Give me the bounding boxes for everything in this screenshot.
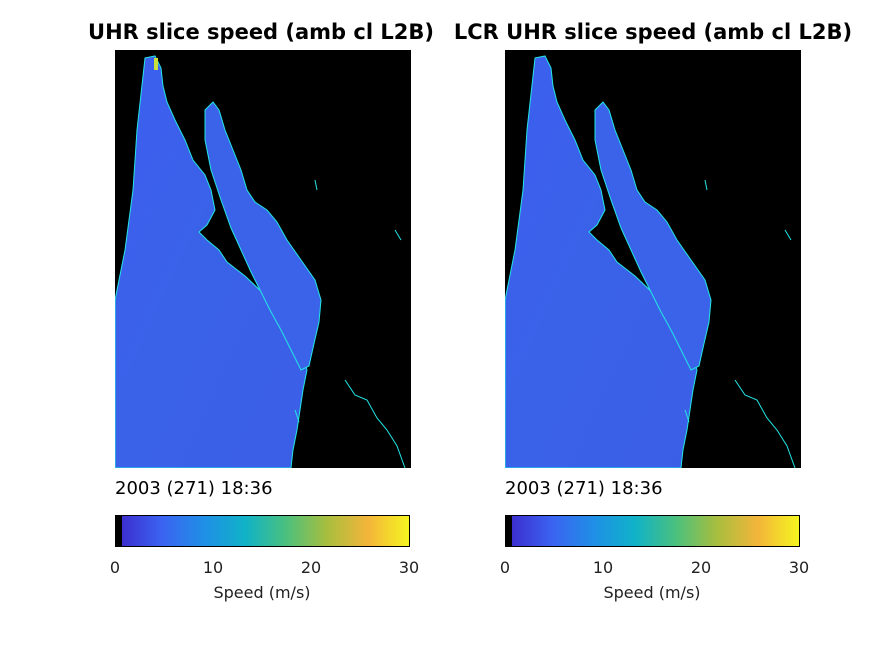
right-panel: LCR UHR slice speed (amb cl L2B) 2003 (2…: [454, 20, 852, 602]
right-cbar-tick-1: 10: [592, 558, 614, 577]
right-cbar-tick-0: 0: [499, 558, 511, 577]
gulf-strip: [204, 101, 322, 371]
ocean-swath: [115, 55, 308, 468]
right-cbar-tick-3: 30: [788, 558, 810, 577]
right-panel-title: LCR UHR slice speed (amb cl L2B): [453, 20, 853, 44]
left-speed-image: [115, 55, 406, 468]
right-speed-map: [505, 50, 801, 468]
left-cbar-tick-3: 30: [398, 558, 420, 577]
left-cbar-label: Speed (m/s): [213, 583, 311, 602]
left-cbar-tick-1: 10: [202, 558, 224, 577]
ocean-swath: [505, 55, 698, 468]
left-panel-title: UHR slice speed (amb cl L2B): [88, 20, 434, 44]
right-date-label: 2003 (271) 18:36: [505, 478, 663, 499]
high-speed-spot: [154, 58, 158, 70]
left-speed-map: [115, 50, 411, 468]
left-colorbar: [115, 515, 410, 547]
coastline: [294, 179, 406, 468]
left-cbar-tick-2: 20: [300, 558, 322, 577]
right-cbar-label: Speed (m/s): [603, 583, 701, 602]
gulf-strip: [594, 101, 712, 371]
left-cbar-tick-0: 0: [109, 558, 121, 577]
left-date-label: 2003 (271) 18:36: [115, 478, 273, 499]
coastline: [684, 179, 796, 468]
right-cbar-tick-2: 20: [690, 558, 712, 577]
right-colorbar: [505, 515, 800, 547]
right-speed-image: [505, 55, 796, 468]
left-panel: UHR slice speed (amb cl L2B) 2003 (271) …: [88, 20, 434, 602]
